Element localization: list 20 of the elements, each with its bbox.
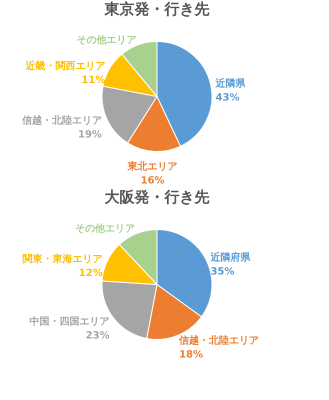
slice-label: 近隣府県: [209, 251, 252, 264]
chart-title: 大阪発・行き先: [104, 188, 210, 206]
slice-label: その他エリア: [76, 34, 137, 46]
slice-label: 信越・北陸エリア: [178, 334, 260, 346]
slice-label: 信越・北陸エリア: [20, 114, 102, 126]
slice-label: 関東・東海エリア: [22, 252, 103, 265]
data-label: 35%: [210, 266, 234, 278]
slice-label: 中国・四国エリア: [30, 315, 110, 328]
data-label: 11%: [81, 74, 106, 86]
data-label: 23%: [86, 330, 110, 342]
data-label: 43%: [216, 92, 240, 104]
slice-label: 近畿・関西エリア: [24, 60, 106, 72]
slice-label: 近隣県: [214, 77, 247, 90]
data-label: 16%: [140, 175, 165, 186]
slice-label: その他エリア: [74, 222, 135, 235]
slice-label: 東北エリア: [126, 160, 178, 172]
data-label: 19%: [78, 129, 102, 140]
data-label: 18%: [179, 349, 204, 360]
data-label: 12%: [78, 268, 103, 279]
chart-title: 東京発・行き先: [104, 0, 210, 18]
